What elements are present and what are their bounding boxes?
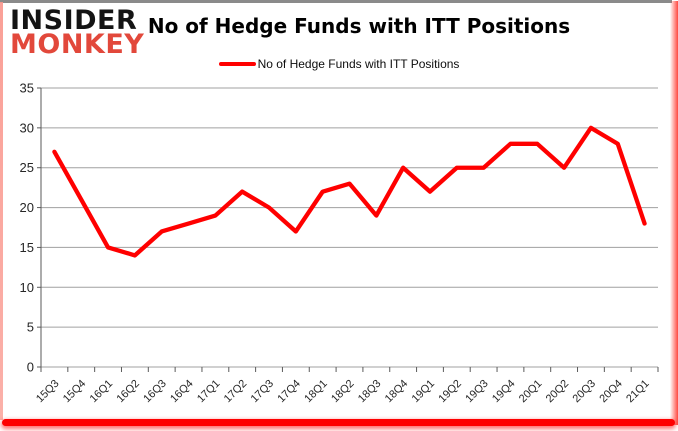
logo-word-monkey: MONKEY [10,28,145,60]
legend: No of Hedge Funds with ITT Positions [0,57,678,71]
x-tick-label: 19Q1 [410,378,438,406]
x-tick-label: 15Q4 [61,378,89,406]
x-tick-label: 18Q3 [356,378,384,406]
x-tick-label: 16Q3 [141,378,169,406]
x-tick-label: 17Q2 [222,378,250,406]
legend-label: No of Hedge Funds with ITT Positions [257,57,460,71]
x-tick-label: 16Q4 [168,378,196,406]
x-tick-label: 18Q2 [329,378,357,406]
y-tick-label: 5 [27,320,34,335]
x-tick-label: 17Q1 [195,378,223,406]
y-tick-label: 10 [20,280,34,295]
x-tick-label: 20Q2 [544,378,572,406]
frame-bottom-border [2,419,675,426]
frame-right-border [670,1,678,425]
x-tick-label: 15Q3 [34,378,62,406]
x-tick-label: 16Q2 [114,378,142,406]
series-line [52,125,647,258]
y-tick-label: 20 [20,200,34,215]
y-tick-label: 25 [20,160,34,175]
x-tick-label: 20Q3 [571,378,599,406]
x-tick-label: 19Q3 [463,378,491,406]
legend-line-swatch-icon [218,62,256,66]
page-title: No of Hedge Funds with ITT Positions [147,14,571,38]
logo-word-insider: INSIDER [10,5,138,36]
x-tick-label: 20Q1 [517,378,545,406]
frame-left-border [0,2,3,420]
x-tick-label: 16Q1 [88,378,116,406]
x-tick-label: 19Q2 [436,378,464,406]
x-tick-label: 19Q4 [490,378,518,406]
y-tick-label: 0 [27,360,34,375]
frame-top-border [0,0,672,3]
x-tick-label: 21Q1 [624,378,652,406]
x-tick-label: 17Q4 [275,378,303,406]
y-tick-label: 15 [20,240,34,255]
x-tick-label: 20Q4 [597,378,625,406]
x-tick-label: 17Q3 [249,378,277,406]
y-tick-label: 35 [20,81,34,96]
x-tick-label: 18Q1 [302,378,330,406]
x-tick-label: 18Q4 [383,378,411,406]
insider-monkey-logo: INSIDER MONKEY [10,5,145,60]
y-tick-label: 30 [20,120,34,135]
